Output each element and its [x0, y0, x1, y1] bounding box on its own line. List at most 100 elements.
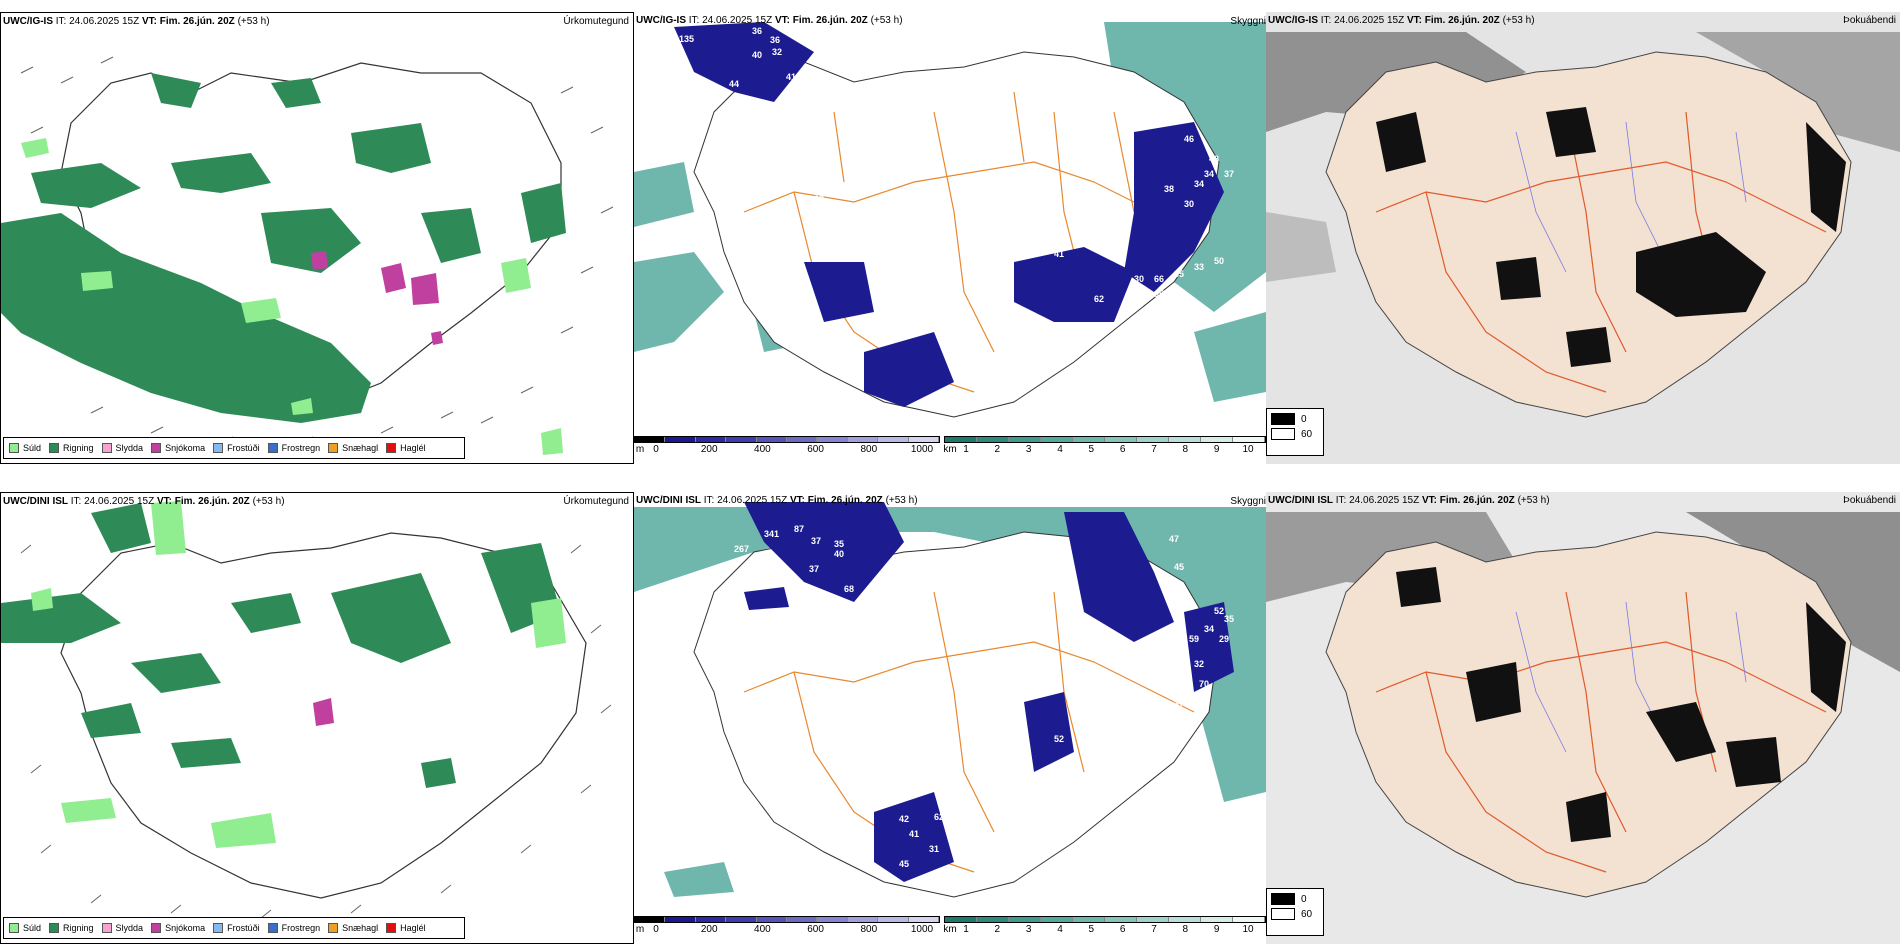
legend-item: Frostúði: [213, 923, 260, 933]
legend-item: Snjókoma: [151, 443, 205, 453]
colorbar-swatch: [1105, 437, 1137, 442]
legend-label: Haglél: [400, 923, 426, 933]
legend-label: Súld: [23, 443, 42, 453]
cloud-base-number: 66: [1154, 274, 1164, 284]
colorbar-swatch: [817, 917, 848, 922]
legend-item: Súld: [9, 923, 41, 933]
legend-swatch: [267, 923, 278, 933]
cloud-base-number: 37: [809, 564, 819, 574]
vt-label: VT:: [1421, 495, 1437, 506]
legend-label: Slydda: [115, 923, 144, 933]
vt-label: VT:: [774, 15, 790, 26]
model-name: UWC/IG-IS: [636, 15, 686, 26]
colorbar-swatch: [1233, 917, 1265, 922]
visibility-label-top: Skyggni: [1230, 16, 1266, 27]
colorbar-tick: 800: [860, 444, 878, 455]
legend-label: Frostúði: [227, 443, 260, 453]
colorbar-tick: 6: [1119, 924, 1126, 935]
legend-swatch: [151, 923, 162, 933]
vt-value: Fim. 26.jún. 20Z: [1439, 495, 1515, 506]
legend-swatch: [328, 443, 339, 453]
colorbar-tick: 6: [1119, 444, 1126, 455]
precip-legend-bottom: Súld Rigning Slydda Snjókoma Frostúði Fr…: [3, 917, 465, 939]
colorbar-swatch: [1073, 917, 1105, 922]
colorbar-tick: 600: [807, 924, 824, 935]
colorbar-swatch: [945, 437, 977, 442]
legend-label: Haglél: [400, 443, 426, 453]
colorbar-tick: 1: [963, 924, 969, 935]
precip-panel-bottom: UWC/DINI ISL IT: 24.06.2025 15Z VT: Fim.…: [0, 492, 634, 944]
it-value: 24.06.2025 15Z: [1334, 15, 1405, 26]
fog-title-bottom: UWC/DINI ISL IT: 24.06.2025 15Z VT: Fim.…: [1268, 495, 1550, 506]
colorbar-swatch: [1041, 437, 1073, 442]
cloud-base-number: 32: [1194, 659, 1204, 669]
colorbar-tick: 3: [1025, 444, 1032, 455]
model-name: UWC/IG-IS: [1268, 15, 1318, 26]
cloud-base-number: 53: [959, 299, 969, 309]
colorbar-tick: 2: [994, 444, 1001, 455]
snow-patches-bottom: [313, 698, 334, 726]
lowcloud-area-top: [674, 22, 1224, 407]
cloud-base-number: 59: [804, 204, 814, 214]
cloud-base-number: 36: [770, 35, 780, 45]
precip-type-label-bottom: Úrkomutegund: [563, 496, 629, 507]
it-value: 24.06.2025 15Z: [84, 496, 155, 507]
model-name: UWC/DINI ISL: [636, 495, 701, 506]
it-value: 24.06.2025 15Z: [1349, 495, 1420, 506]
legend-label: Snæhagl: [342, 443, 379, 453]
cloud-base-number: 68: [844, 584, 854, 594]
colorbar-tick: 3: [1025, 924, 1032, 935]
cloud-base-number: 87: [794, 524, 804, 534]
lead-time: (+53 h): [885, 495, 918, 506]
it-value: 24.06.2025 15Z: [717, 495, 788, 506]
colorbar-swatch: [726, 437, 757, 442]
visibility-colorbar-bottom: km 1 2 3 4 5 6 7 8 9 10: [943, 916, 1266, 935]
fog-index-label-bottom: Þokuábendi: [1843, 495, 1896, 506]
colorbar-swatch: [1137, 437, 1169, 442]
legend-swatch: [9, 443, 19, 453]
legend-label: Rigning: [63, 443, 94, 453]
colorbar-swatch: [695, 437, 727, 442]
precip-type-label-top: Úrkomutegund: [563, 16, 629, 27]
cloud-base-number: 34: [1204, 169, 1214, 179]
cloud-base-number: 46: [934, 324, 944, 334]
legend-swatch: [213, 443, 224, 453]
fog-legend-swatch: [1271, 413, 1295, 425]
legend-swatch: [386, 443, 397, 453]
it-label: IT:: [70, 496, 82, 507]
fog-title-top: UWC/IG-IS IT: 24.06.2025 15Z VT: Fim. 26…: [1268, 15, 1535, 26]
legend-item: Slydda: [101, 443, 143, 453]
fog-legend-label: 60: [1301, 908, 1313, 920]
fog-panel-bottom: UWC/DINI ISL IT: 24.06.2025 15Z VT: Fim.…: [1266, 492, 1900, 944]
cloud-base-number: 37: [1224, 169, 1234, 179]
colorbar-tick: 9: [1213, 924, 1220, 935]
height-colorbar-bottom: m 0 200 400 600 800 1000: [634, 916, 940, 935]
colorbar-swatch: [787, 437, 818, 442]
cloud-base-number: 62: [934, 812, 944, 822]
model-name: UWC/DINI ISL: [3, 496, 68, 507]
legend-swatch: [49, 923, 60, 933]
vt-label: VT:: [156, 496, 172, 507]
cloud-base-number: 341: [764, 529, 779, 539]
snow-patches-top: [311, 251, 443, 345]
cloud-base-number: 267: [734, 544, 749, 554]
fog-legend-label: 0: [1301, 413, 1307, 425]
legend-item: Rigning: [49, 923, 94, 933]
vis-colorbar-swatches: [944, 916, 1266, 923]
drizzle-patches-bottom: [31, 501, 566, 848]
colorbar-swatch: [756, 437, 788, 442]
cloud-base-number: 42: [899, 814, 909, 824]
colorbar-tick: 4: [1057, 924, 1063, 935]
cloud-base-number: 36: [752, 26, 762, 36]
colorbar-swatch: [1233, 437, 1265, 442]
it-label: IT:: [55, 16, 67, 27]
legend-item: Frostregn: [267, 443, 320, 453]
vt-value: Fim. 26.jún. 20Z: [159, 16, 235, 27]
fog-dark-areas-top: [1376, 107, 1846, 367]
cloud-base-number: 120: [1094, 709, 1109, 719]
fog-legend-top: 0 60: [1266, 408, 1324, 456]
colorbar-swatch: [847, 437, 879, 442]
cloud-base-number: 80: [839, 254, 849, 264]
colorbar-swatch: [726, 917, 757, 922]
